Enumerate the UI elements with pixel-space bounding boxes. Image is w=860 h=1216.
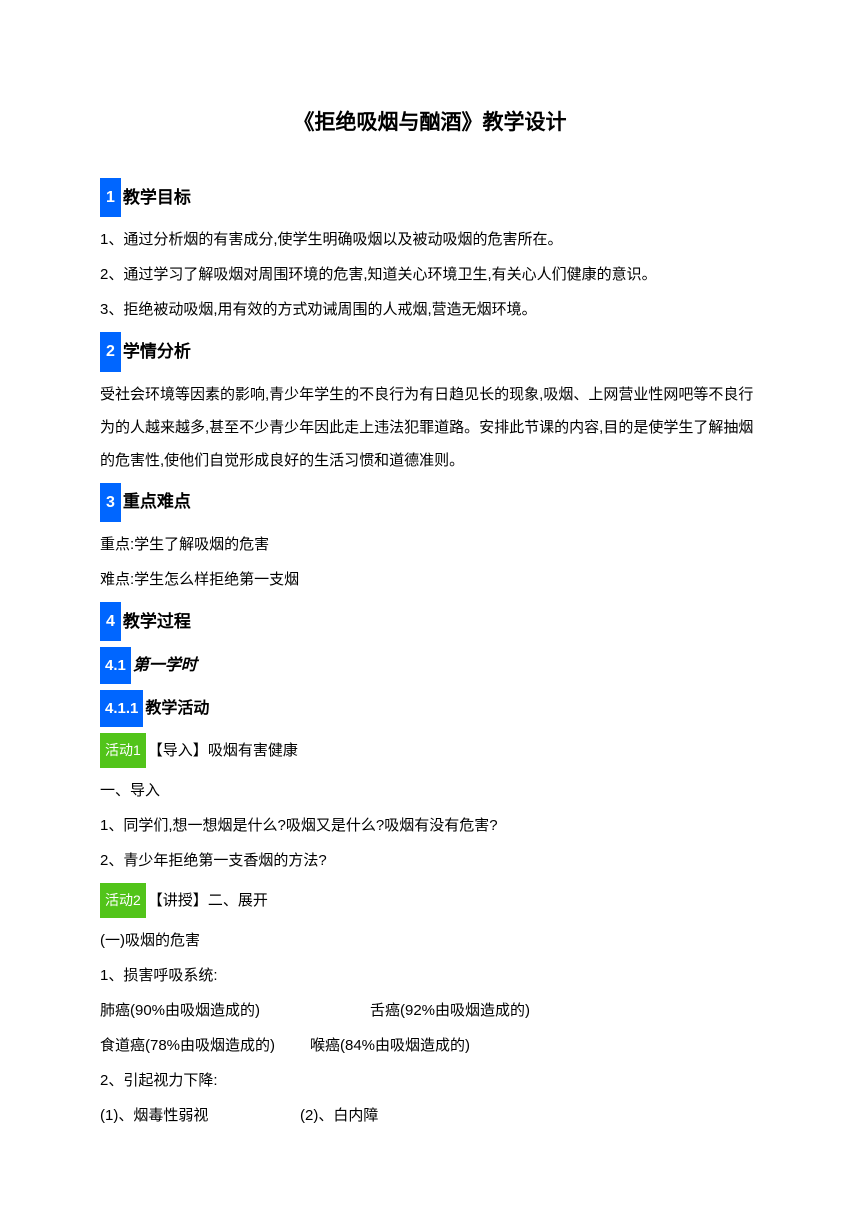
section-4-num: 4 bbox=[100, 602, 121, 641]
act1-item-2: 2、青少年拒绝第一支香烟的方法? bbox=[100, 844, 760, 877]
act2-pair-1-left: 食道癌(78%由吸烟造成的) bbox=[100, 1029, 310, 1062]
s3-item-0: 重点:学生了解吸烟的危害 bbox=[100, 528, 760, 561]
section-3-num: 3 bbox=[100, 483, 121, 522]
act2-pair-1-right: 喉癌(84%由吸烟造成的) bbox=[310, 1029, 470, 1062]
section-4-1-heading: 4.1 第一学时 bbox=[100, 647, 760, 684]
section-4-label: 教学过程 bbox=[123, 603, 191, 640]
act2-pair-0: 肺癌(90%由吸烟造成的) 舌癌(92%由吸烟造成的) bbox=[100, 994, 760, 1027]
s1-item-2: 3、拒绝被动吸烟,用有效的方式劝诫周围的人戒烟,营造无烟环境。 bbox=[100, 293, 760, 326]
act2-pair-0-right: 舌癌(92%由吸烟造成的) bbox=[370, 994, 530, 1027]
page-title: 《拒绝吸烟与酗酒》教学设计 bbox=[100, 100, 760, 146]
section-2-num: 2 bbox=[100, 332, 121, 371]
activity-2-bracket: 【讲授】 bbox=[148, 884, 208, 917]
s1-item-1: 2、通过学习了解吸烟对周围环境的危害,知道关心环境卫生,有关心人们健康的意识。 bbox=[100, 258, 760, 291]
act2-item-0: (一)吸烟的危害 bbox=[100, 924, 760, 957]
section-2-heading: 2 学情分析 bbox=[100, 332, 760, 371]
s2-body: 受社会环境等因素的影响,青少年学生的不良行为有日趋见长的现象,吸烟、上网营业性网… bbox=[100, 378, 760, 477]
activity-2-tag: 活动2 bbox=[100, 883, 146, 918]
act2-pair-3-right: (2)、白内障 bbox=[300, 1099, 378, 1132]
s1-item-0: 1、通过分析烟的有害成分,使学生明确吸烟以及被动吸烟的危害所在。 bbox=[100, 223, 760, 256]
section-4-1-1-heading: 4.1.1 教学活动 bbox=[100, 690, 760, 727]
section-4-1-1-label: 教学活动 bbox=[145, 691, 209, 726]
activity-2-heading: 活动2 【讲授】 二、展开 bbox=[100, 883, 760, 918]
section-4-heading: 4 教学过程 bbox=[100, 602, 760, 641]
section-2-label: 学情分析 bbox=[123, 333, 191, 370]
act2-pair-0-left: 肺癌(90%由吸烟造成的) bbox=[100, 994, 370, 1027]
act1-item-0: 一、导入 bbox=[100, 774, 760, 807]
section-4-1-num: 4.1 bbox=[100, 647, 131, 684]
section-1-label: 教学目标 bbox=[123, 179, 191, 216]
act2-pair-1: 食道癌(78%由吸烟造成的) 喉癌(84%由吸烟造成的) bbox=[100, 1029, 760, 1062]
act2-item2-0: 2、引起视力下降: bbox=[100, 1064, 760, 1097]
section-4-1-1-num: 4.1.1 bbox=[100, 690, 143, 727]
s3-item-1: 难点:学生怎么样拒绝第一支烟 bbox=[100, 563, 760, 596]
section-3-label: 重点难点 bbox=[123, 483, 191, 520]
activity-1-title: 吸烟有害健康 bbox=[208, 734, 298, 767]
act2-pair-3-left: (1)、烟毒性弱视 bbox=[100, 1099, 300, 1132]
activity-1-heading: 活动1 【导入】 吸烟有害健康 bbox=[100, 733, 760, 768]
act2-item-1: 1、损害呼吸系统: bbox=[100, 959, 760, 992]
act2-pair-3: (1)、烟毒性弱视 (2)、白内障 bbox=[100, 1099, 760, 1132]
section-1-heading: 1 教学目标 bbox=[100, 178, 760, 217]
act1-item-1: 1、同学们,想一想烟是什么?吸烟又是什么?吸烟有没有危害? bbox=[100, 809, 760, 842]
activity-1-tag: 活动1 bbox=[100, 733, 146, 768]
activity-1-bracket: 【导入】 bbox=[148, 734, 208, 767]
section-1-num: 1 bbox=[100, 178, 121, 217]
section-4-1-label: 第一学时 bbox=[133, 648, 197, 683]
section-3-heading: 3 重点难点 bbox=[100, 483, 760, 522]
activity-2-title: 二、展开 bbox=[208, 884, 268, 917]
